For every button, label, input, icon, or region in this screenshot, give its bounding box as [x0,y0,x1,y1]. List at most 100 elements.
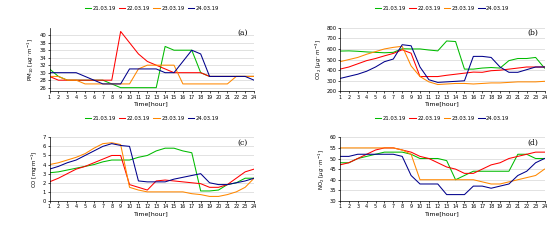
21.03.19 [100,161,106,163]
21.03.19 [215,75,222,78]
24.03.19 [337,155,343,158]
Line: 24.03.19: 24.03.19 [340,154,544,195]
22.03.19 [242,170,249,173]
24.03.19 [497,66,503,68]
24.03.19 [251,79,257,82]
23.03.19 [532,80,539,83]
22.03.19 [108,79,115,82]
21.03.19 [73,79,80,82]
23.03.19 [532,174,539,177]
23.03.19 [488,182,494,185]
Line: 22.03.19: 22.03.19 [50,31,254,80]
23.03.19 [541,80,548,83]
22.03.19 [144,60,151,63]
23.03.19 [497,182,503,185]
23.03.19 [251,177,257,180]
23.03.19 [189,82,195,85]
24.03.19 [514,174,521,177]
21.03.19 [470,170,477,173]
Y-axis label: CO [mg$\cdot$m$^{-1}$]: CO [mg$\cdot$m$^{-1}$] [30,150,40,188]
22.03.19 [117,30,124,33]
21.03.19 [162,45,168,48]
24.03.19 [100,145,106,148]
23.03.19 [345,146,352,149]
22.03.19 [408,52,414,55]
22.03.19 [197,182,204,185]
24.03.19 [461,193,468,196]
24.03.19 [197,53,204,55]
24.03.19 [206,75,213,78]
22.03.19 [100,158,106,161]
23.03.19 [426,80,432,83]
23.03.19 [100,82,106,85]
23.03.19 [417,178,424,181]
24.03.19 [91,149,97,152]
24.03.19 [189,49,195,52]
21.03.19 [144,86,151,89]
24.03.19 [381,153,388,156]
23.03.19 [197,82,204,85]
23.03.19 [470,178,477,181]
21.03.19 [180,149,186,152]
23.03.19 [479,82,486,85]
21.03.19 [372,153,379,156]
22.03.19 [505,157,512,160]
24.03.19 [345,75,352,78]
21.03.19 [443,159,450,162]
22.03.19 [443,166,450,168]
22.03.19 [354,157,361,160]
21.03.19 [108,159,115,161]
21.03.19 [390,51,397,54]
24.03.19 [73,159,80,161]
24.03.19 [505,71,512,74]
Text: (b): (b) [527,29,538,37]
22.03.19 [443,74,450,77]
21.03.19 [135,86,142,89]
21.03.19 [541,67,548,70]
22.03.19 [153,64,159,67]
22.03.19 [470,172,477,175]
21.03.19 [64,79,70,82]
21.03.19 [514,153,521,156]
21.03.19 [390,151,397,154]
24.03.19 [364,153,370,156]
22.03.19 [541,66,548,68]
24.03.19 [461,79,468,82]
23.03.19 [162,64,168,67]
Y-axis label: NO$_2$ [$\mu g \cdot m^{-1}$]: NO$_2$ [$\mu g \cdot m^{-1}$] [317,149,327,190]
21.03.19 [426,49,432,52]
21.03.19 [242,75,249,78]
23.03.19 [55,161,62,164]
21.03.19 [197,71,204,74]
23.03.19 [108,141,115,144]
24.03.19 [180,60,186,63]
21.03.19 [170,147,177,150]
21.03.19 [345,161,352,164]
24.03.19 [354,73,361,76]
23.03.19 [233,191,240,193]
22.03.19 [399,49,405,51]
24.03.19 [434,81,441,84]
23.03.19 [180,191,186,193]
23.03.19 [497,82,503,84]
23.03.19 [452,178,459,181]
22.03.19 [82,165,89,168]
23.03.19 [242,186,249,189]
24.03.19 [108,142,115,145]
21.03.19 [426,157,432,160]
22.03.19 [55,79,62,82]
22.03.19 [233,177,240,180]
21.03.19 [233,181,240,184]
23.03.19 [505,81,512,84]
24.03.19 [399,43,405,46]
23.03.19 [337,146,343,149]
22.03.19 [497,69,503,72]
Text: (a): (a) [238,29,248,37]
22.03.19 [215,186,222,189]
22.03.19 [461,172,468,175]
21.03.19 [82,79,89,82]
21.03.19 [189,49,195,52]
21.03.19 [126,159,133,161]
24.03.19 [470,185,477,188]
21.03.19 [479,67,486,70]
